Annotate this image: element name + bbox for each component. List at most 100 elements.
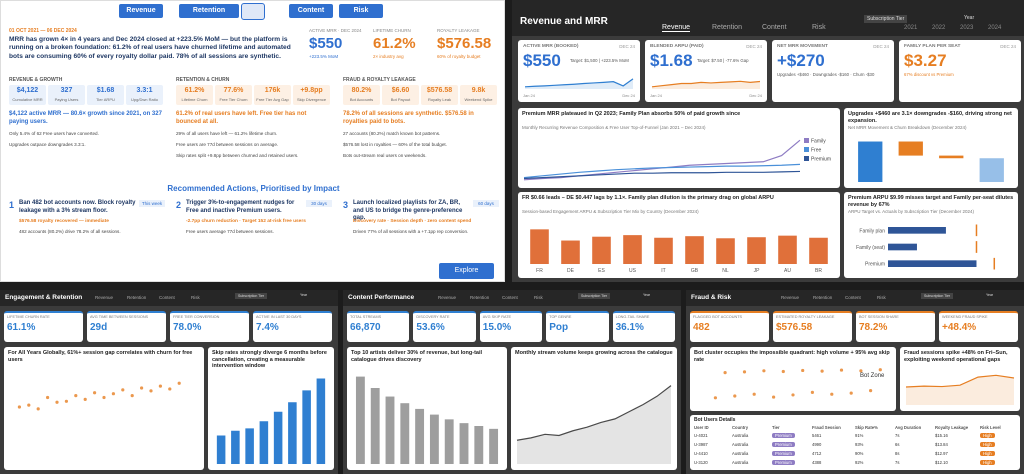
explore-button[interactable]: Explore — [439, 263, 494, 279]
filter-label[interactable]: Subscription Tier — [864, 15, 908, 23]
nav-tab[interactable]: Retention — [813, 295, 833, 300]
tile-value: +9.8pp — [300, 87, 323, 94]
bar — [429, 414, 439, 464]
kpi-value: $576.58 — [437, 35, 492, 52]
nav-tab[interactable]: Risk — [534, 295, 543, 300]
nav-tab[interactable]: Retention — [127, 295, 147, 300]
action-number: 2 — [176, 200, 182, 210]
metric-tile: $4,122 Cumulative MRR — [9, 85, 46, 105]
chart-card: Monthly stream volume keeps growing acro… — [511, 347, 677, 470]
metric-tile: $576.58 Royalty Leak — [421, 85, 458, 105]
date-range: 01 OCT 2021 — 06 DEC 2024 — [9, 28, 77, 34]
year-button[interactable]: 2022 — [932, 25, 946, 31]
chart-title: Bot cluster occupies the impossible quad… — [694, 350, 890, 363]
action-title: Ban 482 bot accounts now. Block royalty … — [19, 200, 136, 214]
chart: FR DE ES US IT GB NL JP AU BR — [530, 229, 828, 274]
kpi-label: BLENDED ARPU (PAID) — [650, 44, 704, 49]
bar — [316, 378, 326, 464]
table-cell: $12.10 — [935, 460, 948, 465]
table-cell: U-4410 — [694, 451, 708, 456]
nav-tab[interactable]: Revenue — [662, 24, 691, 32]
bar — [273, 411, 283, 464]
section-note: Only 5.4% of 62 Free users have converte… — [9, 131, 99, 136]
chart: Bot Zone — [713, 368, 885, 400]
point — [55, 400, 59, 404]
kpi-period: DEC 24 — [746, 44, 762, 49]
kpi-value: 7.4% — [256, 322, 279, 333]
nav-tab[interactable]: Revenue — [119, 4, 163, 18]
metric-tile: 327 Paying Users — [48, 85, 85, 105]
nav-tab[interactable]: Risk — [339, 4, 383, 18]
kpi-card: FAMILY PLAN PER SEAT DEC 24 $3.27 67% disco… — [899, 40, 1021, 102]
nav-tab[interactable]: Revenue — [781, 295, 800, 300]
chart — [905, 374, 1015, 405]
kpi-value: $550 — [309, 35, 343, 52]
nav-tab[interactable]: Content — [845, 295, 861, 300]
kpi-label: LIFETIME CHURN — [373, 28, 411, 33]
chart — [858, 141, 1004, 182]
metric-tile: +9.8pp Skip Divergence — [293, 85, 330, 105]
kpi-label: NET MRR MOVEMENT — [777, 44, 828, 49]
nav-tab[interactable]: Retention — [470, 295, 490, 300]
table-cell: $15.16 — [935, 433, 948, 438]
nav-tab[interactable]: Content — [762, 24, 787, 31]
table-cell: 90% — [855, 451, 864, 456]
column-header: Fraud Session — [812, 425, 841, 430]
headline: MRR has grown 4× in 4 years and Dec 2024… — [9, 36, 291, 60]
kpi-value: $576.58 — [776, 322, 813, 333]
line — [905, 374, 1015, 388]
logo — [241, 3, 265, 20]
table-cell: Australia — [732, 442, 749, 447]
kpi-value: 66,870 — [350, 322, 381, 333]
kpi-period: DEC 24 — [1000, 44, 1016, 49]
chart — [651, 80, 761, 89]
column-header: Country — [732, 425, 749, 430]
tile-label: Cumulative MRR — [12, 97, 43, 102]
chart — [216, 378, 326, 464]
chart-title: Premium ARPU $9.99 misses target and Fam… — [848, 195, 1014, 208]
nav-tab[interactable]: Retention — [179, 4, 239, 18]
kpi-label: ROYALTY LEAKAGE — [437, 28, 480, 33]
year-button[interactable]: 2023 — [960, 25, 974, 31]
bar — [623, 235, 642, 264]
column-header: Avg Duration — [895, 425, 922, 430]
axis-label: Dec 24 — [622, 93, 635, 98]
nav-tab[interactable]: Retention — [712, 24, 742, 31]
nav-tab[interactable]: Risk — [812, 24, 826, 31]
nav-tab[interactable]: Content — [502, 295, 518, 300]
revenue-dashboard: Revenue and MRR Revenue Retention Content Ri… — [512, 0, 1024, 282]
year-button[interactable]: 2021 — [904, 25, 918, 31]
table-cell: U-3987 — [694, 442, 708, 447]
area — [906, 375, 1014, 405]
chart-card: Premium MRR plateaued in Q2 2023; Family… — [518, 108, 840, 188]
kpi-value: 61.2% — [373, 35, 416, 52]
kpi-label: WEEKEND FRAUD SPIKE — [942, 315, 988, 319]
point — [74, 394, 78, 398]
table-cell: 8s — [895, 451, 900, 456]
action-text: 482 accounts (80.2%) drive 78.2% of all … — [19, 229, 121, 234]
tile-label: Tier ARPU — [96, 97, 115, 102]
filter-label[interactable]: Subscription Tier — [578, 293, 611, 299]
section-note: Skip rates split +9.8pp between churned … — [176, 153, 299, 158]
action-text: Driven 77% of all sessions with a +7.1pp… — [353, 229, 469, 234]
nav-tab[interactable]: Content — [159, 295, 175, 300]
kpi-note: Target: $1,500 | +223.5% MoM — [570, 58, 629, 63]
nav-tab[interactable]: Risk — [877, 295, 886, 300]
point — [130, 394, 134, 398]
axis-label: Jan 24 — [523, 93, 536, 98]
nav-tab[interactable]: Revenue — [95, 295, 114, 300]
filter-label[interactable]: Subscription Tier — [921, 293, 954, 299]
year-button[interactable]: 2024 — [988, 25, 1002, 31]
nav-tab[interactable]: Revenue — [438, 295, 457, 300]
nav-tab[interactable]: Risk — [191, 295, 200, 300]
metric-tile: $6.60 Bot Payout — [382, 85, 419, 105]
point — [849, 391, 853, 395]
nav-tab[interactable]: Content — [289, 4, 333, 18]
legend-label: Family — [811, 139, 826, 145]
filter-label[interactable]: Subscription Tier — [235, 293, 268, 299]
point — [791, 393, 795, 397]
kpi-note: Upgrades +$460 · Downgrades -$160 · Chur… — [777, 72, 875, 77]
header-bar: Fraud & Risk Revenue Retention Content Risk S… — [686, 290, 1024, 306]
table-title: Bot Users Details — [694, 417, 736, 423]
table-cell: $13.84 — [935, 442, 948, 447]
